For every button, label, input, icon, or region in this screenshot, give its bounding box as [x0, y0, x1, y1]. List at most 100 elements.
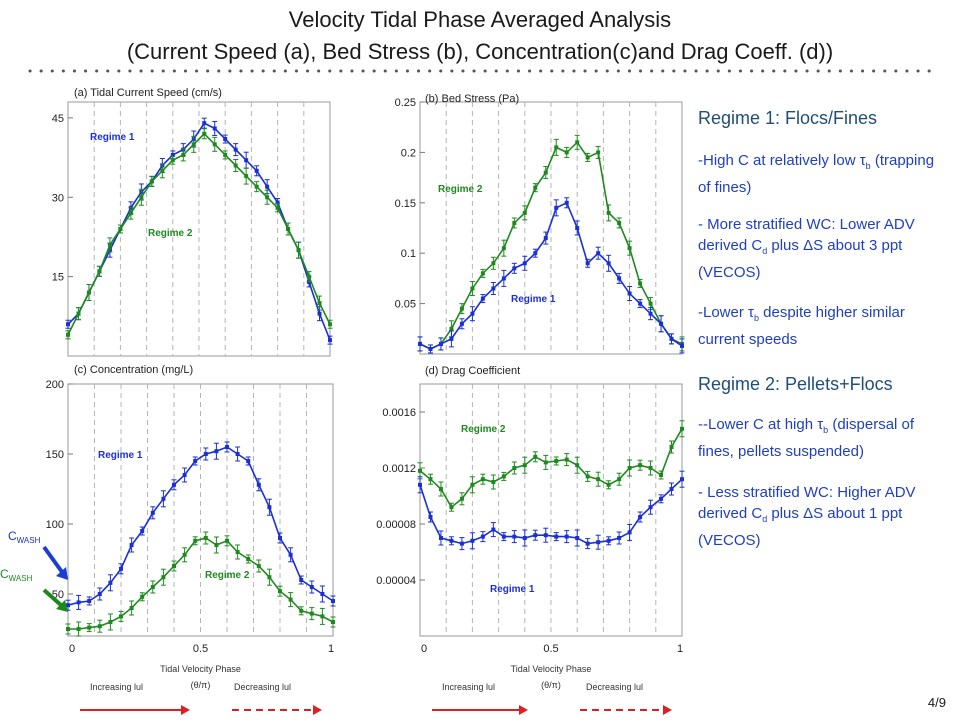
panel-title: (b) Bed Stress (Pa) — [425, 93, 519, 105]
data-point — [585, 541, 590, 546]
x-axis-label: Tidal Velocity Phase — [511, 664, 592, 674]
data-point — [76, 627, 81, 631]
data-point — [244, 158, 249, 163]
data-point — [223, 137, 228, 142]
chart-panel-a: 15 30 45 (a) Tidal Current Speed (cm/s) Regi… — [52, 87, 333, 357]
data-point — [638, 281, 643, 286]
data-point — [246, 459, 251, 463]
data-point — [449, 336, 454, 341]
data-point — [225, 538, 229, 543]
data-point — [554, 205, 559, 210]
regime1-heading: Regime 1: Flocs/Fines — [698, 108, 878, 128]
data-point — [428, 346, 433, 351]
data-point — [606, 482, 611, 487]
increasing-caption: Increasing lul — [442, 682, 495, 692]
decreasing-caption: Decreasing lul — [234, 682, 291, 692]
slide-title-line2: (Current Speed (a), Bed Stress (b), Conc… — [126, 39, 834, 64]
data-point — [97, 624, 102, 629]
data-point — [278, 589, 282, 594]
y-tick-label: 100 — [46, 519, 64, 531]
data-point — [299, 608, 304, 613]
data-point — [449, 505, 454, 510]
data-point — [288, 552, 293, 557]
regime1-bullet-1: -High C at relatively low τb (trapping o… — [698, 152, 935, 196]
phase-direction-right: Increasing lul Decreasing lul — [432, 682, 672, 715]
data-point — [170, 158, 175, 163]
data-point — [418, 468, 422, 473]
data-point — [76, 311, 81, 316]
data-point — [617, 536, 622, 540]
data-point — [140, 529, 145, 533]
data-point — [617, 477, 622, 482]
data-point — [97, 592, 102, 596]
data-point — [522, 210, 527, 215]
data-point — [150, 585, 155, 589]
data-point — [108, 620, 113, 624]
data-point — [118, 227, 123, 231]
data-point — [223, 152, 228, 157]
data-point — [596, 477, 601, 482]
data-point — [428, 477, 433, 482]
data-point — [161, 496, 166, 501]
data-point — [267, 505, 272, 510]
data-point — [543, 236, 548, 241]
decreasing-arrowhead-icon — [313, 705, 322, 715]
data-point — [648, 466, 653, 470]
x-tick-label: 1 — [677, 643, 683, 655]
data-point — [76, 600, 81, 605]
data-point — [172, 482, 176, 487]
data-point — [66, 332, 70, 337]
data-point — [203, 536, 208, 540]
data-point — [659, 496, 664, 501]
data-point — [501, 276, 506, 281]
data-point — [491, 480, 496, 484]
data-point — [202, 121, 207, 126]
data-point — [214, 543, 219, 547]
y-tick-label: 0.0016 — [382, 407, 416, 419]
data-point — [150, 510, 155, 515]
data-point — [606, 210, 611, 215]
data-point — [331, 620, 335, 624]
increasing-arrowhead-icon — [519, 705, 528, 715]
data-point — [267, 575, 272, 580]
data-point — [66, 603, 70, 608]
data-point — [140, 594, 145, 599]
data-point — [107, 242, 112, 247]
data-point — [182, 473, 187, 477]
data-point — [543, 460, 548, 465]
data-point — [648, 311, 653, 316]
data-point — [554, 145, 559, 150]
y-tick-label: 0.0012 — [382, 463, 416, 475]
data-point — [680, 343, 684, 348]
y-tick-label: 0.00008 — [376, 519, 416, 531]
data-point — [428, 515, 433, 519]
regime-annotation: Regime 1 — [490, 584, 535, 595]
x-axis-sublabel: (θ/π) — [191, 680, 211, 690]
x-tick-label: 0 — [421, 643, 427, 655]
data-point — [680, 426, 684, 431]
y-tick-label: 0.1 — [401, 248, 416, 260]
data-point — [491, 286, 496, 291]
data-point — [212, 126, 217, 131]
data-point — [617, 220, 622, 225]
data-point — [87, 625, 92, 630]
data-point — [309, 585, 314, 589]
data-point — [214, 449, 219, 454]
data-point — [480, 296, 485, 301]
data-point — [320, 614, 325, 619]
data-point — [501, 534, 506, 539]
data-point — [320, 592, 325, 596]
data-point — [307, 274, 312, 279]
data-point — [309, 611, 314, 616]
data-point — [233, 147, 238, 152]
data-point — [543, 533, 548, 538]
data-point — [470, 538, 475, 543]
data-point — [193, 459, 198, 463]
data-point — [585, 474, 590, 479]
data-point — [564, 534, 569, 539]
data-point — [648, 301, 653, 306]
data-point — [161, 575, 166, 580]
y-tick-label: 45 — [52, 113, 64, 125]
data-point — [669, 487, 674, 491]
